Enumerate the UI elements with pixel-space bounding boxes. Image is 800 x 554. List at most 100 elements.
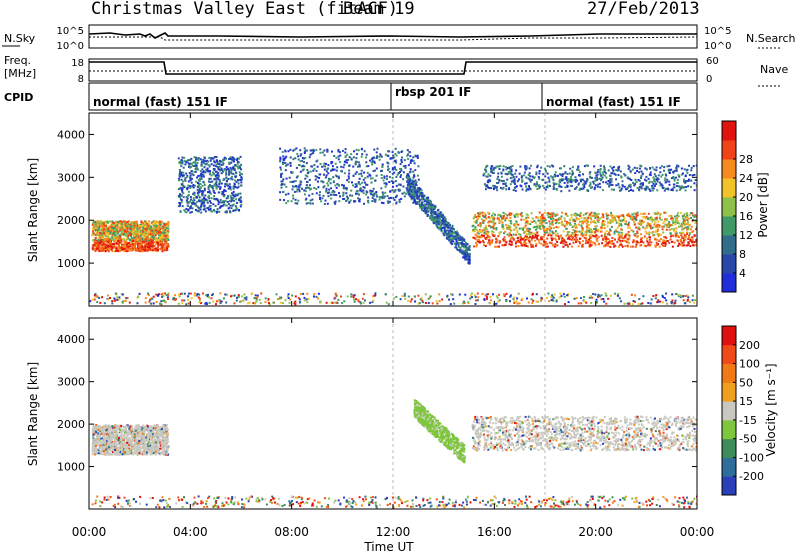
power-cell bbox=[325, 170, 328, 173]
power-cell bbox=[229, 204, 232, 207]
freq-tick-bottom: 8 bbox=[78, 74, 84, 85]
power-cell bbox=[181, 180, 184, 183]
power-cell bbox=[208, 165, 211, 168]
power-cell bbox=[502, 215, 505, 217]
power-cell bbox=[164, 226, 166, 229]
power-cell bbox=[232, 197, 235, 199]
power-scatter-layer bbox=[89, 113, 697, 306]
power-cell bbox=[426, 199, 429, 202]
power-cell bbox=[232, 172, 235, 175]
power-cell bbox=[373, 160, 376, 163]
power-cell bbox=[597, 235, 600, 238]
power-cell bbox=[292, 180, 295, 183]
power-cell bbox=[200, 173, 203, 176]
power-cell bbox=[613, 238, 616, 241]
power-cell bbox=[487, 235, 490, 238]
power-cell bbox=[582, 233, 585, 236]
power-cell bbox=[671, 177, 673, 180]
power-cell bbox=[231, 159, 234, 162]
power-cell bbox=[180, 194, 183, 197]
power-cell bbox=[547, 234, 550, 237]
power-cell bbox=[321, 165, 324, 168]
power-cell bbox=[626, 223, 629, 226]
power-cell bbox=[361, 181, 364, 184]
power-cell bbox=[596, 214, 599, 217]
power-cell bbox=[230, 207, 233, 210]
power-cell bbox=[659, 233, 662, 236]
power-cell bbox=[675, 234, 678, 236]
power-cell bbox=[339, 161, 342, 164]
power-cell bbox=[606, 233, 609, 236]
power-cell bbox=[299, 170, 302, 173]
power-cell bbox=[560, 220, 563, 223]
power-cell bbox=[381, 165, 384, 168]
power-cell bbox=[499, 215, 502, 218]
power-cell bbox=[330, 169, 332, 172]
power-cell bbox=[593, 221, 596, 223]
power-cell bbox=[684, 219, 687, 222]
power-cell bbox=[381, 194, 384, 197]
power-cell bbox=[515, 245, 518, 248]
power-cell bbox=[611, 221, 614, 223]
power-cell bbox=[675, 227, 678, 230]
power-cell bbox=[545, 245, 548, 248]
power-cell bbox=[121, 227, 124, 230]
power-cell bbox=[591, 234, 594, 237]
power-cell bbox=[334, 202, 337, 205]
power-cell bbox=[107, 236, 110, 239]
power-cell bbox=[585, 239, 588, 242]
power-cell bbox=[230, 196, 233, 199]
power-cell bbox=[621, 239, 624, 242]
power-cell bbox=[212, 168, 215, 170]
power-cell bbox=[508, 187, 511, 189]
power-cell bbox=[322, 194, 325, 197]
power-cell bbox=[455, 246, 458, 249]
power-cell bbox=[146, 227, 149, 230]
power-cell bbox=[240, 184, 243, 187]
power-cell bbox=[107, 239, 110, 242]
power-cell bbox=[537, 239, 540, 242]
power-cell bbox=[665, 180, 668, 183]
power-cell bbox=[633, 221, 636, 224]
power-cell bbox=[512, 233, 515, 236]
power-cell bbox=[332, 193, 335, 196]
power-cell bbox=[149, 249, 152, 252]
power-cell bbox=[677, 244, 680, 247]
power-cell bbox=[543, 231, 546, 234]
power-cell bbox=[681, 185, 683, 188]
power-cell bbox=[687, 223, 690, 226]
power-cell bbox=[209, 192, 212, 195]
power-cell bbox=[543, 226, 546, 228]
power-cell bbox=[217, 176, 220, 179]
power-cell bbox=[135, 221, 138, 224]
power-cell bbox=[346, 198, 349, 201]
power-cell bbox=[533, 219, 536, 222]
power-cell bbox=[391, 189, 394, 192]
power-cell bbox=[526, 236, 528, 239]
power-cell bbox=[398, 198, 401, 201]
power-cell bbox=[671, 218, 673, 221]
power-cell bbox=[192, 161, 195, 164]
power-cell bbox=[626, 232, 629, 235]
power-cell bbox=[486, 242, 489, 245]
power-cell bbox=[575, 218, 578, 221]
power-cell bbox=[530, 245, 533, 248]
power-cell bbox=[233, 209, 236, 212]
power-cell bbox=[189, 206, 192, 209]
power-cell bbox=[515, 222, 517, 225]
power-cell bbox=[480, 236, 483, 239]
power-cell bbox=[578, 220, 581, 223]
power-cell bbox=[311, 202, 314, 205]
power-cell bbox=[510, 229, 513, 232]
power-cell bbox=[510, 212, 513, 215]
power-cell bbox=[655, 226, 658, 229]
power-cell bbox=[217, 178, 220, 181]
power-cell bbox=[487, 186, 489, 189]
power-cell bbox=[637, 226, 640, 229]
power-cell bbox=[484, 214, 487, 217]
power-cell bbox=[164, 246, 166, 249]
power-cell bbox=[286, 163, 289, 166]
power-cell bbox=[434, 205, 437, 208]
power-cell bbox=[100, 234, 103, 237]
